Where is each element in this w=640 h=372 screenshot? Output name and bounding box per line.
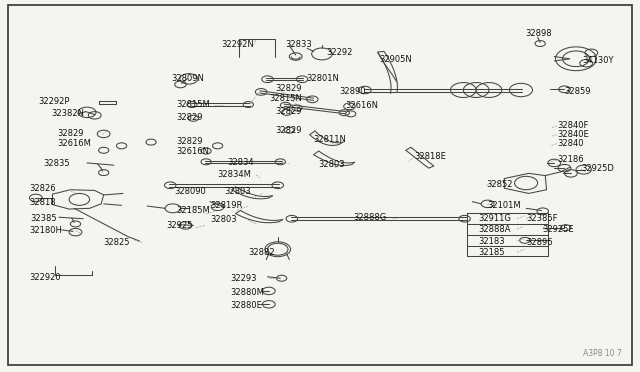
Text: 32616N: 32616N xyxy=(346,101,379,110)
Text: 32833: 32833 xyxy=(285,40,312,49)
Text: 32925: 32925 xyxy=(166,221,193,230)
Text: 32834: 32834 xyxy=(227,158,254,167)
Text: 32834M: 32834M xyxy=(218,170,252,179)
Text: 32382N: 32382N xyxy=(51,109,84,118)
Text: 32292: 32292 xyxy=(326,48,353,57)
Text: 32840: 32840 xyxy=(557,139,583,148)
Text: 32925D: 32925D xyxy=(581,164,614,173)
Text: 32803: 32803 xyxy=(210,215,237,224)
Text: 32819R: 32819R xyxy=(210,201,243,210)
Text: 32888G: 32888G xyxy=(353,214,387,222)
Text: 32385F: 32385F xyxy=(526,214,557,223)
Text: 32815M: 32815M xyxy=(176,100,210,109)
Text: 32185: 32185 xyxy=(479,248,505,257)
Text: 32829: 32829 xyxy=(275,107,301,116)
Text: 32826: 32826 xyxy=(29,185,56,193)
Text: 32293: 32293 xyxy=(230,274,257,283)
Text: 32829: 32829 xyxy=(275,84,301,93)
Text: 32859: 32859 xyxy=(564,87,591,96)
Text: 32818E: 32818E xyxy=(415,152,447,161)
Text: 32888A: 32888A xyxy=(479,225,511,234)
Text: A3P8 10 7: A3P8 10 7 xyxy=(583,349,622,358)
Text: 32801N: 32801N xyxy=(306,74,339,83)
Text: 32880E: 32880E xyxy=(230,301,262,310)
Text: 32815N: 32815N xyxy=(269,94,301,103)
Text: 32811N: 32811N xyxy=(314,135,346,144)
Text: 32809N: 32809N xyxy=(172,74,204,83)
Text: 32616M: 32616M xyxy=(58,139,92,148)
Text: 32186: 32186 xyxy=(557,155,584,164)
Text: 32803: 32803 xyxy=(224,187,251,196)
Text: 32890: 32890 xyxy=(339,87,365,96)
Text: 32882: 32882 xyxy=(248,248,275,257)
Text: 32905N: 32905N xyxy=(379,55,412,64)
Text: 32840F: 32840F xyxy=(557,121,588,130)
Text: 32385: 32385 xyxy=(31,214,58,223)
Text: 32803: 32803 xyxy=(319,160,346,169)
Text: 32911G: 32911G xyxy=(479,214,511,223)
Text: 32292N: 32292N xyxy=(221,40,253,49)
Text: 32818: 32818 xyxy=(29,198,56,207)
Text: 32896: 32896 xyxy=(526,238,553,247)
Text: 32898: 32898 xyxy=(525,29,552,38)
Text: 328090: 328090 xyxy=(174,187,206,196)
Text: 32880M: 32880M xyxy=(230,288,264,297)
Text: 32835: 32835 xyxy=(44,159,70,168)
Text: 32840E: 32840E xyxy=(557,130,589,139)
Text: 322920: 322920 xyxy=(29,273,61,282)
Text: 32616N: 32616N xyxy=(176,147,209,155)
Text: 32829: 32829 xyxy=(176,137,202,146)
Text: 32101M: 32101M xyxy=(488,201,522,210)
Text: 32180H: 32180H xyxy=(29,226,62,235)
Text: 32829: 32829 xyxy=(275,126,301,135)
Text: 32829: 32829 xyxy=(176,113,202,122)
Text: 32829: 32829 xyxy=(58,129,84,138)
Text: 32925E: 32925E xyxy=(543,225,574,234)
Text: 32183: 32183 xyxy=(479,237,506,246)
Text: 32825: 32825 xyxy=(104,238,130,247)
Text: 32185M: 32185M xyxy=(177,206,211,215)
Text: 32852: 32852 xyxy=(486,180,513,189)
Text: 34130Y: 34130Y xyxy=(582,56,614,65)
Text: 32292P: 32292P xyxy=(38,97,70,106)
